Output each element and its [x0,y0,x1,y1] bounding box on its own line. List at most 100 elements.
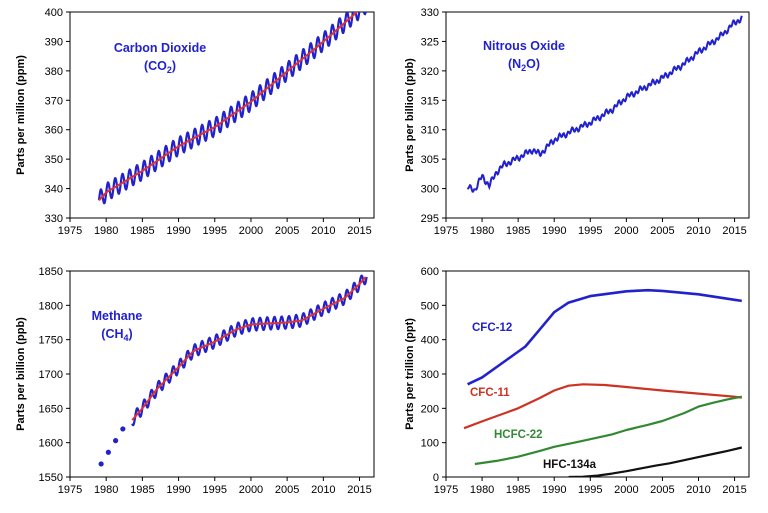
x-tick-label: 2015 [347,484,371,496]
x-tick-label: 2010 [311,484,335,496]
y-tick-label: 325 [421,36,439,48]
x-tick-label: 1975 [58,484,82,496]
x-tick-label: 1980 [94,225,118,237]
x-tick-label: 2005 [650,484,674,496]
x-tick-label: 2010 [311,225,335,237]
y-tick-label: 315 [421,95,439,107]
y-tick-label: 100 [421,438,439,450]
series-label-hfc-134a: HFC-134a [543,459,597,471]
y-tick-label: 295 [421,213,439,225]
gas-name-label: Carbon Dioxide [114,41,206,55]
x-tick-label: 2010 [686,484,710,496]
y-tick-label: 1650 [39,403,63,415]
plot-area [131,274,368,427]
x-tick-label: 1990 [542,484,566,496]
series-label-hcfc-22: HCFC-22 [494,429,543,441]
y-tick-label: 330 [421,7,439,19]
x-tick-label: 2000 [614,225,638,237]
plot-frame [445,270,750,478]
x-tick-label: 2000 [239,484,263,496]
x-tick-label: 1980 [470,225,494,237]
series-line-hcfc-22 [474,395,743,466]
x-tick-label: 1980 [94,484,118,496]
y-axis-label: Parts per million (ppm) [15,55,27,175]
y-tick-label: 400 [421,335,439,347]
x-tick-label: 1990 [542,225,566,237]
y-tick-label: 400 [45,7,63,19]
series-line [466,15,743,193]
y-tick-label: 320 [421,66,439,78]
series-trend-line [131,276,367,421]
y-tick-label: 500 [421,300,439,312]
gas-formula-label: (N2O) [508,57,540,73]
x-tick-label: 2005 [275,225,299,237]
x-tick-label: 2015 [722,484,746,496]
x-tick-label: 1980 [470,484,494,496]
x-tick-label: 1995 [578,484,602,496]
y-tick-label: 390 [45,36,63,48]
y-tick-label: 300 [421,184,439,196]
x-tick-label: 1985 [506,484,530,496]
x-tick-label: 1995 [578,225,602,237]
y-tick-label: 1700 [39,369,63,381]
y-tick-label: 200 [421,403,439,415]
y-tick-label: 1800 [39,300,63,312]
data-point [120,426,126,432]
methane-panel: 1975 1980 1985 1990 1995 2000 2005 2010 2015 1550… [15,266,375,496]
x-tick-label: 2005 [650,225,674,237]
y-tick-label: 310 [421,125,439,137]
x-tick-label: 2000 [239,225,263,237]
cfc-panel: 1975 1980 1985 1990 1995 2000 2005 2010 2015 0 100… [404,266,750,496]
y-tick-label: 360 [45,125,63,137]
plot-area [97,12,367,205]
gas-name-label: Nitrous Oxide [483,39,565,53]
plot-frame [69,270,375,478]
series-line-hfc-134a [568,446,743,477]
y-tick-label: 300 [421,369,439,381]
x-tick-label: 1995 [203,225,227,237]
x-tick-label: 1975 [434,484,458,496]
data-point [98,461,104,467]
x-tick-label: 1990 [166,484,190,496]
x-tick-label: 1995 [203,484,227,496]
y-tick-label: 305 [421,154,439,166]
gas-name-label: Methane [92,309,143,323]
co2-panel: 1975 1980 1985 1990 1995 2000 2005 2010 2015 330 3… [15,7,375,237]
gas-formula-label: (CO2) [144,59,176,75]
x-tick-label: 2005 [275,484,299,496]
data-point [105,449,111,455]
y-tick-label: 1850 [39,266,63,278]
x-tick-label: 2000 [614,484,638,496]
y-tick-label: 330 [45,213,63,225]
x-tick-label: 1985 [130,484,154,496]
y-axis-label: Parts per billion (ppb) [404,58,416,172]
y-tick-label: 1750 [39,335,63,347]
y-tick-label: 370 [45,95,63,107]
y-tick-label: 1550 [39,472,63,484]
y-axis-label: Parts per billion (ppb) [15,317,27,431]
x-tick-label: 1975 [58,225,82,237]
x-tick-label: 2015 [347,225,371,237]
x-tick-label: 2015 [722,225,746,237]
series-seasonal-line [131,274,368,427]
y-tick-label: 600 [421,266,439,278]
y-tick-label: 0 [433,472,439,484]
plot-area [466,15,743,193]
gas-formula-label: (CH4) [101,327,132,343]
x-tick-label: 1985 [130,225,154,237]
y-tick-label: 380 [45,66,63,78]
x-tick-label: 2010 [686,225,710,237]
plot-frame [445,11,750,219]
plot-frame [69,11,375,219]
x-tick-label: 1990 [166,225,190,237]
y-tick-label: 340 [45,184,63,196]
n2o-panel: 1975 1980 1985 1990 1995 2000 2005 2010 2015 295 3… [404,7,750,237]
series-line-cfc-11 [463,383,742,430]
x-tick-label: 1975 [434,225,458,237]
y-tick-label: 1600 [39,438,63,450]
data-point [113,438,119,444]
x-tick-label: 1985 [506,225,530,237]
series-line-cfc-12 [467,288,742,386]
y-tick-label: 350 [45,154,63,166]
